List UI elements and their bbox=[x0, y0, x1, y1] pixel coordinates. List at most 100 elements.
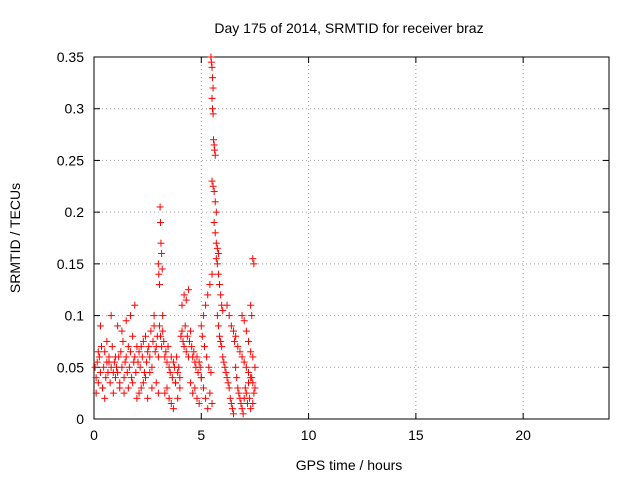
data-point bbox=[211, 198, 219, 206]
data-point bbox=[126, 312, 134, 320]
data-point bbox=[240, 358, 248, 366]
data-point bbox=[114, 322, 122, 330]
data-point bbox=[135, 348, 143, 356]
data-point bbox=[212, 255, 220, 263]
data-point bbox=[118, 363, 126, 371]
data-point bbox=[135, 389, 143, 397]
tick-marks bbox=[93, 56, 609, 420]
data-point bbox=[208, 399, 216, 407]
data-point bbox=[122, 317, 130, 325]
y-tick-label: 0.35 bbox=[57, 49, 84, 65]
data-point bbox=[145, 343, 153, 351]
data-point bbox=[185, 337, 193, 345]
data-point bbox=[133, 394, 141, 402]
data-point bbox=[119, 337, 127, 345]
data-point bbox=[164, 343, 172, 351]
data-point bbox=[202, 394, 210, 402]
data-point bbox=[116, 384, 124, 392]
data-point bbox=[137, 384, 145, 392]
data-point bbox=[213, 312, 221, 320]
data-point bbox=[175, 363, 183, 371]
data-point bbox=[173, 353, 181, 361]
data-point bbox=[100, 363, 108, 371]
data-point bbox=[223, 374, 231, 382]
data-point bbox=[212, 208, 220, 216]
y-tick-labels: 0 0.05 0.1 0.15 0.2 0.25 0.3 0.35 bbox=[57, 49, 84, 427]
data-point bbox=[182, 296, 190, 304]
data-point bbox=[208, 105, 216, 113]
data-point bbox=[150, 312, 158, 320]
data-point bbox=[241, 384, 249, 392]
data-point bbox=[142, 374, 149, 382]
data-point bbox=[189, 389, 197, 397]
data-point bbox=[160, 337, 168, 345]
data-point bbox=[155, 322, 163, 330]
data-point bbox=[187, 379, 195, 387]
data-point bbox=[223, 301, 231, 309]
data-point bbox=[208, 94, 216, 102]
data-point bbox=[102, 374, 110, 382]
data-point bbox=[148, 384, 156, 392]
data-point bbox=[182, 348, 190, 356]
data-point bbox=[180, 343, 188, 351]
data-point bbox=[111, 374, 119, 382]
data-point bbox=[229, 410, 237, 418]
data-point bbox=[124, 384, 132, 392]
data-point bbox=[174, 368, 182, 376]
data-point bbox=[247, 348, 255, 356]
data-point bbox=[157, 218, 165, 226]
data-point bbox=[250, 389, 258, 397]
data-point bbox=[159, 327, 167, 335]
data-point bbox=[238, 312, 246, 320]
data-point bbox=[199, 312, 207, 320]
data-point bbox=[206, 281, 214, 289]
data-point bbox=[222, 368, 230, 376]
data-point bbox=[204, 291, 212, 299]
data-point bbox=[123, 368, 131, 376]
data-point bbox=[247, 301, 255, 309]
data-point bbox=[165, 394, 173, 402]
data-point bbox=[155, 270, 163, 278]
data-point bbox=[234, 343, 242, 351]
data-point bbox=[224, 379, 232, 387]
data-point bbox=[227, 322, 235, 330]
data-point bbox=[217, 337, 225, 345]
data-point bbox=[228, 405, 236, 413]
grid-lines bbox=[94, 57, 609, 419]
data-point bbox=[251, 363, 259, 371]
data-point bbox=[139, 337, 147, 345]
data-point bbox=[246, 394, 254, 402]
data-point bbox=[144, 348, 152, 356]
data-point bbox=[183, 332, 191, 340]
data-point bbox=[247, 374, 255, 382]
x-tick-label: 10 bbox=[301, 427, 317, 443]
data-point bbox=[188, 343, 196, 351]
data-point bbox=[169, 358, 177, 366]
data-point bbox=[167, 399, 175, 407]
data-point bbox=[208, 270, 216, 278]
data-point bbox=[249, 399, 257, 407]
data-point bbox=[214, 322, 222, 330]
data-point bbox=[187, 327, 195, 335]
data-point bbox=[198, 332, 206, 340]
data-point bbox=[207, 368, 215, 376]
data-point bbox=[118, 327, 126, 335]
plot-frame bbox=[93, 56, 610, 420]
data-point bbox=[166, 368, 174, 376]
data-point bbox=[214, 250, 222, 258]
data-point bbox=[103, 337, 111, 345]
data-point bbox=[204, 405, 212, 413]
data-point bbox=[233, 374, 241, 382]
data-point bbox=[190, 348, 198, 356]
data-point bbox=[180, 291, 188, 299]
data-point bbox=[129, 379, 137, 387]
data-point bbox=[134, 358, 142, 366]
data-point bbox=[249, 379, 257, 387]
data-point bbox=[138, 353, 146, 361]
data-point bbox=[184, 286, 192, 294]
data-point bbox=[136, 363, 144, 371]
data-point bbox=[151, 348, 159, 356]
data-point bbox=[238, 405, 246, 413]
data-point bbox=[132, 368, 140, 376]
